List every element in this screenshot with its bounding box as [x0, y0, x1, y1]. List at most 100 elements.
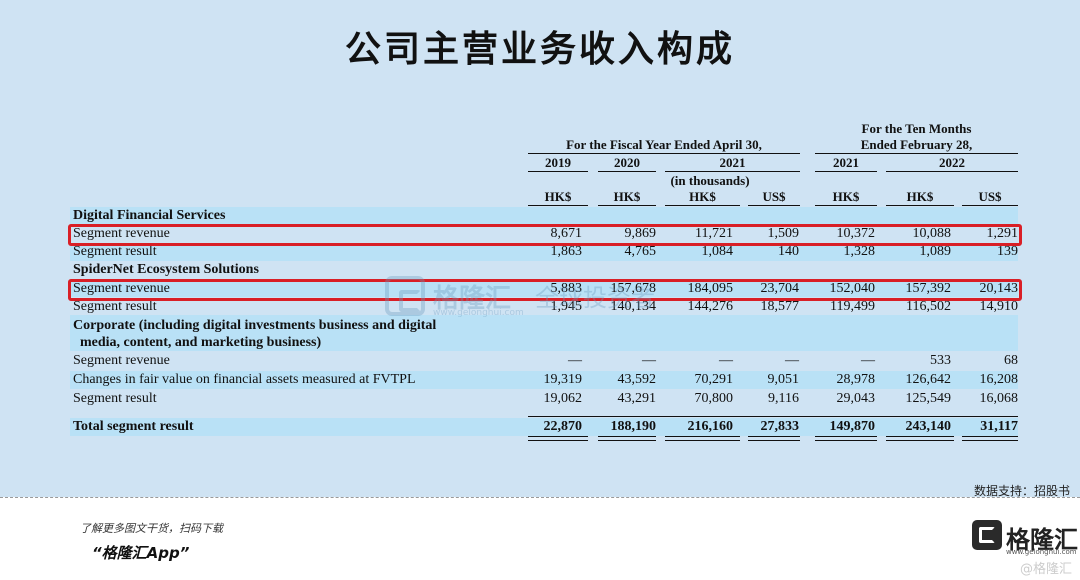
currency-rule	[962, 205, 1018, 206]
total-top-rule	[528, 416, 1018, 417]
table-cell: 70,800	[694, 391, 734, 406]
year-2022-ten-months: 2022	[939, 155, 965, 170]
currency-rule	[598, 205, 656, 206]
year-2021-ten-months: 2021	[833, 155, 859, 170]
table-cell: 140,134	[610, 299, 657, 314]
total-double-rule	[886, 436, 954, 441]
row-label: Changes in fair value on financial asset…	[73, 372, 416, 387]
year-rule	[598, 171, 656, 172]
row-band	[70, 371, 1018, 389]
watermark-logo-icon	[385, 276, 425, 316]
table-cell: 43,291	[617, 391, 657, 406]
table-cell: 19,062	[543, 391, 583, 406]
row-band	[70, 418, 1018, 436]
row-band	[70, 243, 1018, 261]
table-cell: 14,910	[979, 299, 1019, 314]
table-cell: 533	[930, 353, 951, 368]
table-cell: 1,089	[919, 244, 952, 259]
table-cell: 19,319	[543, 372, 583, 387]
table-cell: 4,765	[624, 244, 657, 259]
currency-hk-2020: HK$	[613, 189, 641, 204]
section-spidernet: SpiderNet Ecosystem Solutions	[73, 262, 259, 277]
table-cell: —	[719, 353, 733, 368]
table-cell: 116,502	[906, 299, 951, 314]
table-cell: 8,671	[550, 226, 583, 241]
year-2021: 2021	[719, 155, 746, 170]
currency-hk-2021: HK$	[689, 189, 716, 204]
table-cell: 68	[1004, 353, 1018, 368]
table-cell: 11,721	[695, 226, 733, 241]
table-cell: 140	[778, 244, 799, 259]
total-cell: 188,190	[610, 419, 657, 434]
table-cell: 126,642	[905, 372, 952, 387]
row-label: Segment revenue	[73, 353, 170, 368]
currency-hk-2019: HK$	[544, 189, 572, 204]
source-note: 数据支持：招股书	[973, 484, 1070, 498]
year-rule	[886, 171, 1018, 172]
table-cell: 29,043	[836, 391, 876, 406]
footer-cta: 了解更多图文干货，扫码下载	[80, 522, 223, 535]
table-cell: 9,051	[767, 372, 800, 387]
header-rule	[815, 153, 1018, 154]
row-label: Segment revenue	[73, 281, 170, 296]
row-label: Segment result	[73, 299, 157, 314]
table-cell: 1,863	[550, 244, 583, 259]
fiscal-year-header: For the Fiscal Year Ended April 30,	[566, 137, 762, 152]
total-double-rule	[962, 436, 1018, 441]
total-cell: 149,870	[829, 419, 876, 434]
page-title: 公司主营业务收入构成	[344, 29, 735, 70]
table-cell: 1,945	[550, 299, 583, 314]
row-band	[70, 207, 1018, 225]
table-cell: 157,678	[610, 281, 657, 296]
total-double-rule	[665, 436, 740, 441]
table-cell: —	[785, 353, 799, 368]
footer-app-name: “格隆汇App”	[92, 544, 190, 562]
row-band	[70, 315, 1018, 351]
year-rule	[815, 171, 877, 172]
in-thousands-note: (in thousands)	[670, 173, 750, 188]
currency-rule	[528, 205, 588, 206]
table-cell: 125,549	[905, 391, 952, 406]
year-rule	[665, 171, 800, 172]
total-double-rule	[815, 436, 877, 441]
brand-logo-icon	[972, 520, 1002, 550]
section-digital-financial-services: Digital Financial Services	[73, 208, 226, 223]
table-cell: 16,208	[979, 372, 1019, 387]
total-cell: 243,140	[905, 419, 952, 434]
table-cell: 119,499	[830, 299, 875, 314]
ten-months-header-line2: Ended February 28,	[860, 137, 973, 152]
table-cell: 70,291	[694, 372, 734, 387]
year-rule	[528, 171, 588, 172]
table-cell: 20,143	[979, 281, 1019, 296]
table-cell: 152,040	[829, 281, 876, 296]
currency-rule	[886, 205, 954, 206]
table-cell: 10,088	[912, 226, 952, 241]
table-cell: —	[861, 353, 875, 368]
total-double-rule	[748, 436, 800, 441]
table-cell: 9,869	[624, 226, 657, 241]
table-cell: —	[642, 353, 656, 368]
table-cell: 10,372	[836, 226, 876, 241]
table-cell: 1,328	[843, 244, 876, 259]
table-cell: 9,116	[768, 391, 799, 406]
row-band	[70, 279, 1018, 297]
table-cell: 23,704	[760, 281, 800, 296]
year-2019: 2019	[545, 155, 571, 170]
total-double-rule	[528, 436, 588, 441]
section-corporate-line1: Corporate (including digital investments…	[73, 318, 437, 333]
highlight-box-spidernet-revenue	[68, 279, 1022, 301]
total-row-label: Total segment result	[73, 419, 194, 434]
table-cell: 1,509	[767, 226, 800, 241]
table-cell: 43,592	[617, 372, 657, 387]
ten-months-header-line1: For the Ten Months	[861, 121, 972, 136]
brand-watermark: @格隆汇	[1019, 562, 1072, 577]
footer: 了解更多图文干货，扫码下载 “格隆汇App” 格隆汇 www.gelonghui…	[0, 497, 1080, 580]
year-2020: 2020	[614, 155, 640, 170]
brand-url: www.gelonghui.com	[1006, 548, 1077, 556]
total-cell: 31,117	[980, 419, 1018, 434]
currency-rule	[748, 205, 800, 206]
row-label: Segment result	[73, 244, 157, 259]
watermark: 格隆汇 全球投资者 www.gelonghui.com	[385, 272, 715, 320]
total-cell: 22,870	[543, 419, 583, 434]
